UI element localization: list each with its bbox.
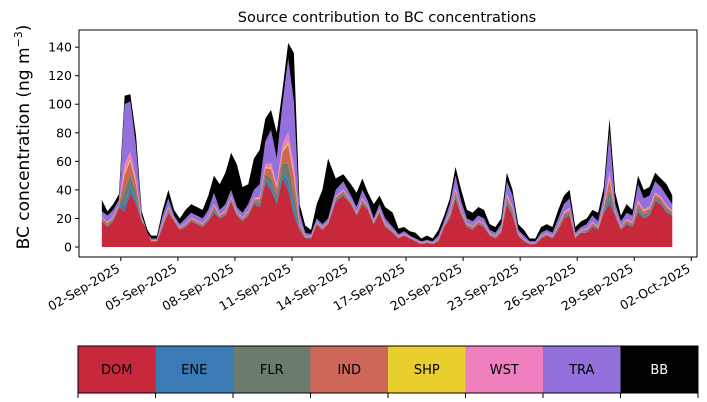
y-axis-label-close: )	[14, 25, 34, 32]
area-bb	[101, 42, 673, 242]
legend-swatch-wst	[465, 346, 543, 393]
legend-label-wst: WST	[490, 363, 519, 378]
legend-swatch-dom	[78, 346, 156, 393]
y-tick-label: 80	[56, 125, 72, 140]
area-dom	[101, 178, 673, 248]
legend-label-ind: IND	[337, 363, 361, 378]
area-wst	[101, 131, 673, 244]
legend-swatch-bb	[620, 346, 698, 393]
y-tick-label: 100	[48, 97, 72, 112]
plot-areas	[101, 42, 673, 248]
x-axis-ticks: 02-Sep-202505-Sep-202508-Sep-202511-Sep-…	[45, 257, 693, 314]
plot-frame	[78, 29, 698, 258]
y-tick-label: 20	[56, 211, 72, 226]
y-tick-label: 120	[48, 68, 72, 83]
y-axis-ticks: 0 20 40 60 80 100 120 140	[48, 40, 79, 255]
legend-swatch-flr	[233, 346, 311, 393]
y-axis-label: BC concentration (ng m−3)	[12, 25, 34, 250]
legend-label-tra: TRA	[568, 363, 594, 378]
chart-title: Source contribution to BC concentrations	[238, 10, 536, 26]
colorbar-legend: DOM ENE FLR IND SHP WST TRA BB	[77, 345, 699, 398]
legend-label-dom: DOM	[101, 363, 132, 378]
legend-swatch-ene	[155, 346, 233, 393]
legend-label-bb: BB	[650, 363, 668, 378]
y-tick-label: 140	[48, 40, 72, 55]
y-tick-label: 0	[64, 240, 72, 255]
legend-label-shp: SHP	[414, 363, 440, 378]
legend-swatch-shp	[388, 346, 466, 393]
y-tick-label: 60	[56, 154, 72, 169]
y-tick-label: 40	[56, 182, 72, 197]
legend-swatch-tra	[543, 346, 621, 393]
legend-label-ene: ENE	[181, 363, 207, 378]
legend-swatch-ind	[310, 346, 388, 393]
area-flr	[101, 163, 673, 244]
legend-label-flr: FLR	[260, 363, 284, 378]
y-axis-label-sup: −3	[12, 31, 25, 47]
y-axis-label-main: BC concentration (ng m	[14, 47, 34, 249]
